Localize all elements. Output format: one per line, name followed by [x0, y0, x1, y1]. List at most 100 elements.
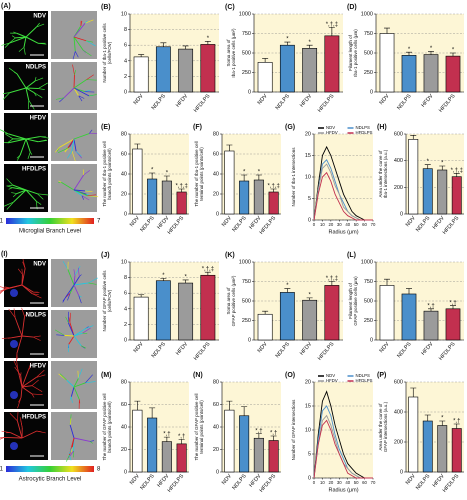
significance: *,†	[453, 419, 460, 425]
y-tick-label: 0	[124, 337, 127, 343]
significance: *	[308, 40, 311, 46]
x-tick-label: 10	[320, 480, 325, 485]
cell-branch	[31, 379, 39, 386]
cell-branch	[73, 87, 90, 97]
cell-branch	[87, 195, 99, 198]
cell-branch	[38, 82, 48, 89]
significance: *,†,‡	[202, 267, 214, 273]
cell-branch	[33, 335, 41, 338]
significance: *	[286, 283, 289, 289]
cell-branch	[25, 138, 31, 153]
legend-label: HFDLPS	[356, 378, 373, 383]
bar	[279, 44, 295, 93]
bar	[200, 274, 216, 341]
series-line	[313, 145, 373, 221]
cell-branch	[8, 138, 27, 144]
error-bar	[306, 297, 313, 301]
y-tick-label: 200	[394, 185, 403, 191]
cell-branch	[25, 138, 39, 143]
y-tick-label: 400	[394, 409, 403, 415]
y-tick-label: 20	[305, 379, 311, 385]
error-bar	[284, 288, 291, 293]
cell-branch	[73, 79, 87, 89]
series-line	[313, 390, 373, 479]
tracing	[51, 412, 97, 460]
cell-branch	[22, 261, 26, 269]
cell-branch	[38, 140, 48, 143]
cell-branch	[13, 71, 18, 75]
error-bar	[182, 45, 189, 50]
cell-branch	[21, 268, 23, 275]
bar	[302, 48, 318, 93]
x-tick-label: 40	[345, 222, 350, 227]
panel-label: (G)	[285, 124, 295, 131]
x-tick-label: HFDLPS	[193, 341, 212, 362]
bar	[253, 179, 264, 215]
cell-branch	[36, 369, 45, 378]
cell-branch	[13, 189, 27, 203]
error-bar	[410, 387, 417, 397]
x-tick-label: NDV	[257, 341, 269, 354]
y-axis-label: Number of Iba-1 positive cells	[102, 23, 107, 83]
error-bar	[439, 420, 446, 426]
cell-branch	[67, 450, 74, 459]
error-bar	[384, 278, 390, 286]
error-bar	[226, 144, 233, 151]
cell-branch	[64, 334, 75, 337]
tracing	[51, 361, 97, 409]
cell-branch	[8, 308, 16, 318]
cell-branch	[69, 454, 72, 461]
image-label: HFDV	[30, 364, 46, 370]
bar	[302, 299, 318, 341]
legend-label: NDLPS	[356, 125, 370, 130]
x-tick-label: NDV	[129, 473, 141, 486]
error-bar	[270, 188, 277, 192]
cell-branch	[13, 31, 17, 34]
significance: *,†	[270, 431, 277, 437]
x-tick-label: 60	[362, 480, 367, 485]
image-label: HFDV	[30, 116, 46, 122]
cell-branch	[75, 151, 82, 157]
y-tick-label: 20	[121, 191, 127, 197]
error-bar	[182, 279, 189, 284]
cell-branch	[65, 284, 75, 298]
cell-branch	[85, 325, 94, 329]
y-tick-label: 2	[124, 322, 127, 328]
y-tick-label: 8	[124, 275, 127, 281]
y-tick-label: 500	[242, 50, 251, 56]
cell-branch	[71, 138, 75, 152]
colorbar-label: Microglial Branch Level	[19, 229, 81, 235]
x-tick-label: HFDV	[299, 93, 313, 109]
cell-branch	[24, 312, 28, 317]
y-tick-label: 60	[213, 402, 219, 408]
cell-branch	[81, 345, 87, 349]
x-tick-label: NDLPS	[151, 341, 168, 359]
cell-branch	[21, 386, 33, 395]
error-bar	[450, 52, 456, 57]
bar	[451, 428, 462, 473]
x-tick-label: NDV	[133, 341, 145, 354]
cell-branch	[73, 382, 86, 388]
x-tick-label: 30	[337, 222, 342, 227]
cell-branch	[81, 195, 85, 200]
nucleus	[10, 391, 18, 399]
bar	[423, 54, 439, 93]
bar	[239, 180, 250, 215]
y-tick-label: 60	[213, 151, 219, 157]
significance: *	[441, 161, 444, 167]
cell-branch	[62, 296, 67, 302]
cell-branch	[25, 189, 38, 195]
y-tick-label: 10	[305, 174, 311, 180]
error-bar	[204, 271, 211, 276]
cell-branch	[67, 138, 75, 149]
x-tick-label: NDV	[221, 473, 233, 486]
y-axis-label: Number of GFAP intersections	[291, 399, 296, 460]
error-bar	[255, 174, 262, 180]
y-tick-label: 15	[305, 403, 311, 409]
cell-branch	[74, 265, 81, 276]
tracing	[51, 113, 97, 161]
cell-branch	[25, 136, 40, 140]
cell-branch	[21, 430, 37, 439]
x-tick-label: NDV	[405, 215, 417, 228]
cell-branch	[86, 79, 97, 81]
